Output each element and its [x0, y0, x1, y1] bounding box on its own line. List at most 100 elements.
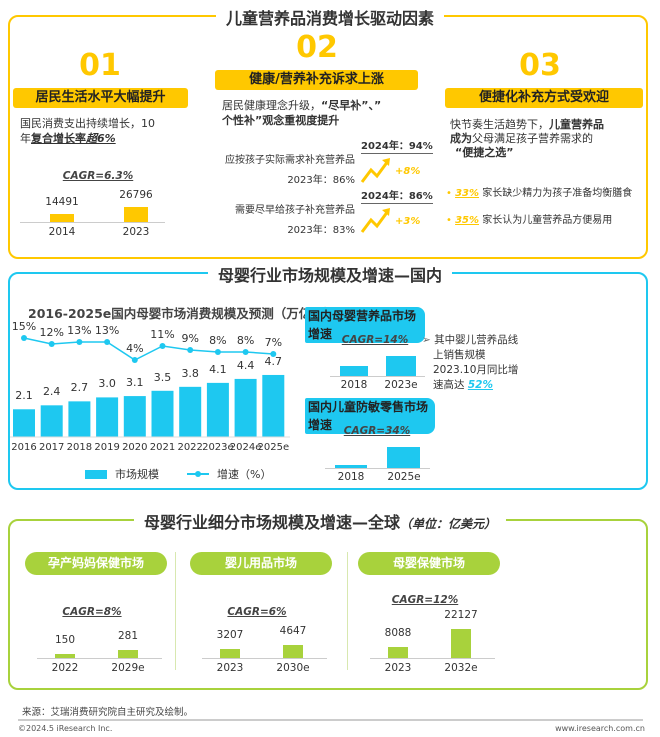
note-line: 上销售规模	[433, 349, 486, 361]
legend-bar-label: 市场规模	[115, 468, 159, 481]
text: 复合增长率	[31, 132, 86, 145]
growth-point-2016	[21, 335, 27, 341]
website: www.iresearch.com.cn	[555, 724, 645, 733]
source-note: 来源：艾瑞消费研究院自主研究及绘制。	[22, 707, 194, 718]
bar-2021	[151, 390, 174, 437]
bar-2032e	[451, 629, 471, 658]
growth-point-2022	[187, 347, 194, 353]
bar-value-label: 3.0	[98, 377, 116, 391]
label-health-demand: 健康/营养补充诉求上涨	[215, 70, 418, 90]
value-label: 14491	[45, 195, 79, 208]
survey-2023: 2023年：83%	[287, 225, 355, 236]
growth-point-2023e	[214, 349, 221, 355]
growth-point-2025e	[270, 351, 277, 357]
num-02: 02	[296, 30, 338, 65]
growth-label: 8%	[209, 334, 227, 347]
highlight: 52%	[467, 379, 493, 391]
stat-pct: 35%	[455, 215, 480, 226]
bar-value-label: 3.5	[153, 370, 172, 384]
year-label: 2022	[51, 662, 79, 674]
year-label: 2023	[216, 662, 244, 674]
bar-2030e	[283, 645, 303, 658]
bar-2023	[124, 207, 148, 222]
section-global	[8, 519, 648, 690]
x-tick-label: 2023e	[202, 442, 234, 453]
col1-text-1: 国民消费支出持续增长，10	[20, 117, 155, 130]
footer-divider	[18, 719, 643, 721]
growth-label: 13%	[94, 324, 120, 337]
text: 父母满足孩子营养需求的	[472, 132, 593, 145]
panel-allergy-title: 国内儿童防敏零售市场增速	[305, 398, 435, 434]
legend: 市场规模 增速（%）	[85, 466, 271, 482]
bar-2020	[123, 396, 146, 437]
bar-2017	[40, 405, 63, 437]
bar-value-label: 2.1	[15, 389, 33, 403]
num-03: 03	[519, 48, 561, 83]
baseline	[20, 222, 165, 223]
market-pill: 母婴保健市场	[358, 552, 500, 575]
label-convenience: 便捷化补充方式受欢迎	[445, 88, 643, 108]
col3-text-1: 快节奏生活趋势下，儿童营养品	[450, 117, 604, 132]
bar-value-label: 4.4	[236, 358, 255, 372]
legend-line-label: 增速（%）	[217, 468, 272, 481]
year-label: 2018	[340, 379, 368, 391]
growth-point-2020	[131, 357, 138, 363]
stat-bullet: • 35% 家长认为儿童营养品方便易用	[446, 213, 612, 228]
bar-2018	[340, 366, 368, 376]
growth-line	[23, 337, 274, 361]
bar-value-label: 4.7	[264, 354, 283, 368]
baseline	[202, 658, 327, 659]
growth-point-2021	[159, 343, 166, 349]
market-cagr: CAGR=8%	[62, 606, 122, 618]
year-label: 2014	[48, 226, 76, 238]
value-label: 4647	[279, 625, 307, 637]
growth-label: 8%	[236, 334, 255, 347]
panel-nutrition-cagr: CAGR=14%	[341, 334, 409, 346]
unit: （单位：亿美元）	[400, 517, 497, 531]
growth-point-2019	[104, 339, 111, 345]
section-drivers-title: 儿童营养品消费增长驱动因素	[215, 5, 445, 29]
section-global-title: 母婴行业细分市场规模及增速—全球（单位：亿美元）	[133, 509, 507, 533]
highlight: 超6%	[86, 132, 116, 145]
year-label: 2029e	[111, 662, 145, 674]
bar-2024e	[234, 378, 257, 437]
value-label: 22127	[444, 609, 478, 621]
stat-text: 家长缺少精力为孩子准备均衡膳食	[482, 188, 633, 199]
copyright: ©2024.5 iResearch Inc.	[18, 724, 113, 733]
panel-allergy-cagr: CAGR=34%	[343, 425, 411, 437]
chart-title: 2016-2025e国内母婴市场消费规模及预测（万亿元）	[28, 306, 337, 321]
section-domestic-title: 母婴行业市场规模及增速—国内	[207, 262, 453, 286]
label-living-standard: 居民生活水平大幅提升	[13, 88, 188, 108]
year-label: 2030e	[276, 662, 310, 674]
panel-note: ➢ 其中婴儿营养品线 上销售规模 2023.10月同比增 速高达 52%	[422, 333, 518, 393]
text: 其中婴儿营养品线	[434, 334, 519, 346]
col3-text-3: “便捷之选”	[455, 146, 514, 159]
text: 速高达	[433, 379, 468, 391]
legend-line-swatch	[187, 471, 209, 477]
bar-2023	[220, 649, 240, 658]
value-label: 150	[54, 633, 76, 646]
growth-label: 11%	[150, 328, 175, 341]
text: 成为	[450, 132, 472, 145]
bar-2014	[50, 213, 74, 222]
growth-label: 9%	[181, 332, 199, 345]
text: “尽早补”、”	[321, 99, 382, 112]
year-label: 2023	[384, 662, 412, 674]
baseline	[325, 468, 430, 469]
x-tick-label: 2019	[94, 442, 120, 453]
market-pill: 孕产妈妈保健市场	[25, 552, 167, 575]
bar-2019	[96, 397, 119, 437]
text: 居民健康理念升级，	[222, 99, 321, 112]
growth-point-2017	[48, 341, 55, 347]
bar-2022	[179, 386, 202, 437]
bar-value-label: 3.8	[181, 366, 199, 380]
growth-point-2018	[76, 339, 83, 345]
market-cagr: CAGR=12%	[391, 594, 459, 606]
trend-up-icon	[360, 158, 390, 183]
survey-label: 需要尽早给孩子补充营养品	[235, 205, 355, 216]
bar-2029e	[118, 650, 138, 658]
bar-value-label: 2.7	[70, 381, 89, 395]
value-label: 3207	[216, 629, 244, 642]
growth-label: 12%	[39, 326, 64, 339]
